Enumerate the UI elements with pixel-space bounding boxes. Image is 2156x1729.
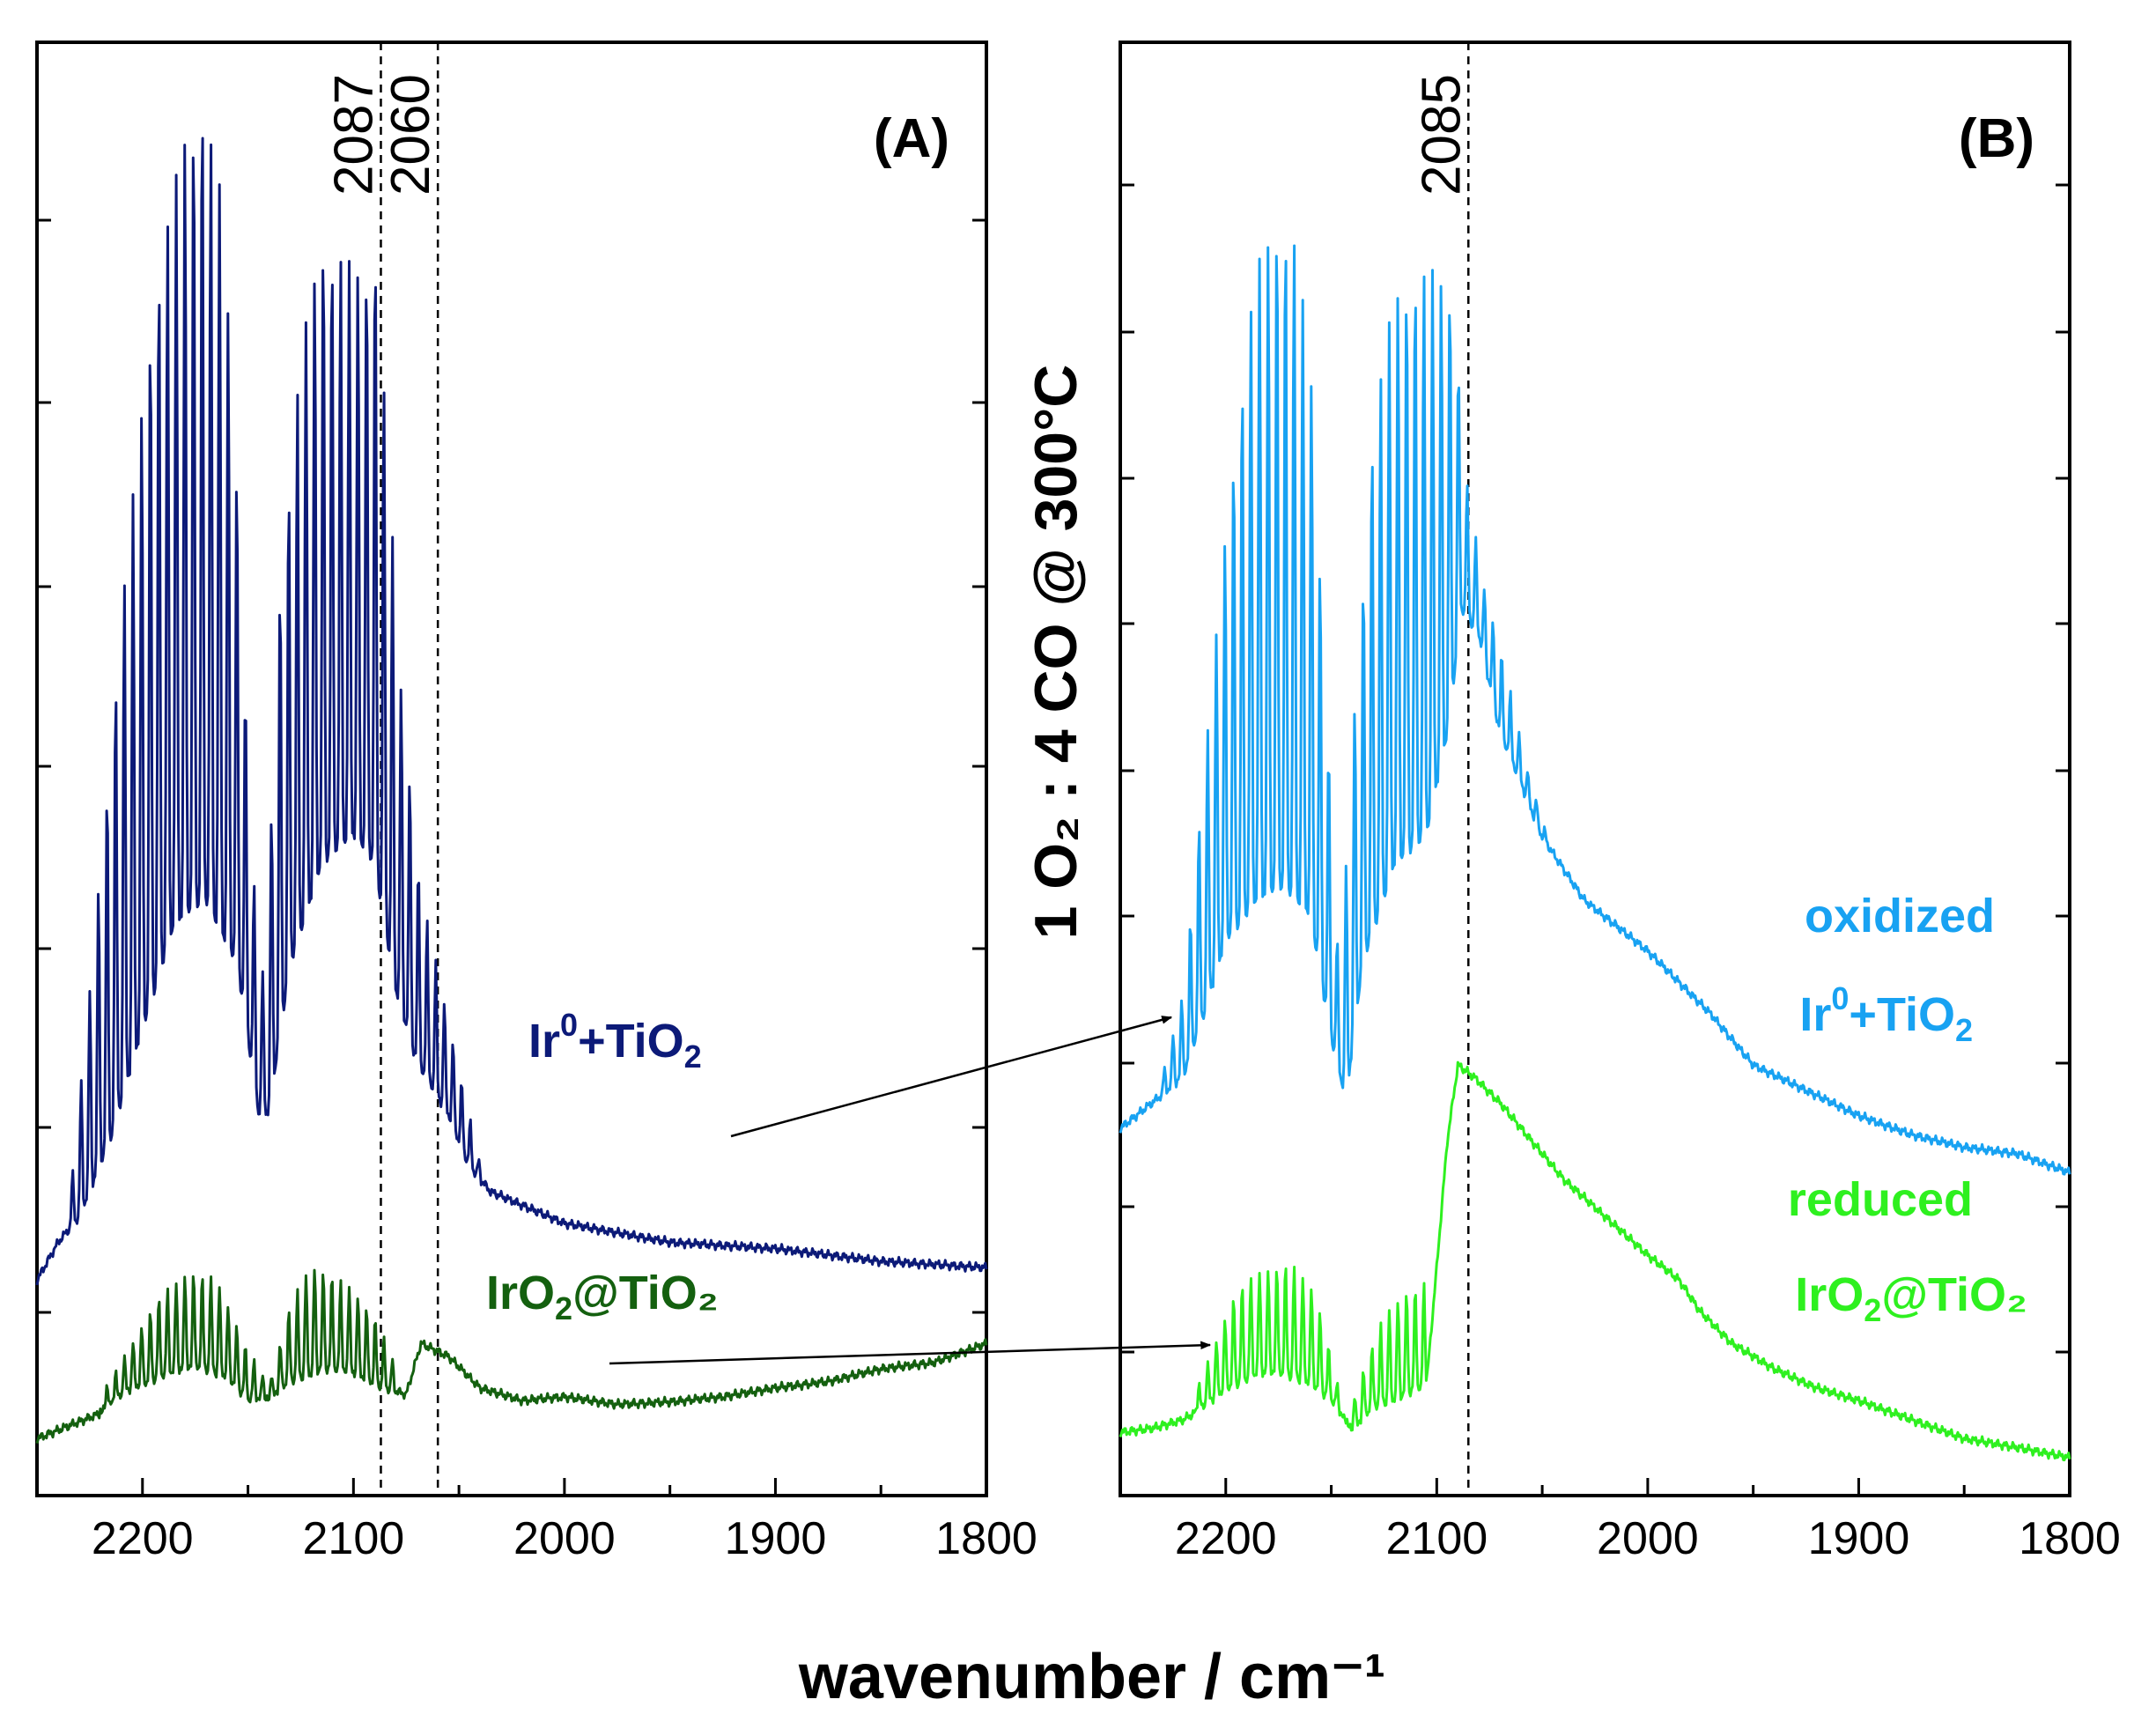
x-tick-label-b-1800: 1800 bbox=[2019, 1513, 2121, 1564]
legend-reduced-line2: IrO2@TiO₂ bbox=[1795, 1268, 2027, 1328]
legend-ir0-main: Ir bbox=[528, 1015, 560, 1068]
legend-ir0-mid: +TiO bbox=[578, 1015, 684, 1068]
x-tick-label-a-1800: 1800 bbox=[935, 1513, 1037, 1564]
legend-ir0-sup: 0 bbox=[560, 1007, 578, 1043]
series-b-0 bbox=[1119, 244, 2071, 1176]
legend-reduced-line1: reduced bbox=[1788, 1173, 1973, 1226]
series-a-0 bbox=[35, 137, 988, 1286]
legend-oxidized-mid: +TiO bbox=[1849, 988, 1955, 1041]
x-tick-label-a-2100: 2100 bbox=[302, 1513, 404, 1564]
marker-label-2060: 2060 bbox=[380, 74, 441, 196]
marker-label-2085: 2085 bbox=[1411, 74, 1472, 196]
arrow-iro2-to-reduced bbox=[609, 1341, 1212, 1365]
legend-iro2-tail: @TiO₂ bbox=[572, 1267, 719, 1319]
panel-b-series bbox=[1119, 244, 2071, 1462]
legend-oxidized-line1: oxidized bbox=[1805, 890, 1995, 942]
panel-a-frame bbox=[35, 41, 988, 1497]
x-tick-label-a-2000: 2000 bbox=[513, 1513, 616, 1564]
legend-oxidized-sup: 0 bbox=[1831, 980, 1849, 1016]
x-tick-label-b-2100: 2100 bbox=[1385, 1513, 1488, 1564]
legend-ir0-sub: 2 bbox=[684, 1038, 702, 1075]
arrow-ir0-to-oxidized bbox=[730, 1016, 1173, 1138]
panel-a-label: (A) bbox=[874, 108, 949, 169]
legend-iro2-tio2: IrO2@TiO₂ bbox=[486, 1267, 719, 1326]
x-tick-label-a-2200: 2200 bbox=[92, 1513, 194, 1564]
x-tick-label-b-1900: 1900 bbox=[1808, 1513, 1910, 1564]
legend-oxidized-main: Ir bbox=[1799, 988, 1831, 1041]
panel-b-label: (B) bbox=[1959, 108, 2034, 169]
legend-reduced-tail: @TiO₂ bbox=[1881, 1268, 2027, 1321]
x-tick-label-a-1900: 1900 bbox=[725, 1513, 827, 1564]
legend-oxidized-line2: Ir0+TiO2 bbox=[1799, 980, 1973, 1048]
marker-label-2087: 2087 bbox=[323, 74, 384, 196]
legend-reduced-sub: 2 bbox=[1864, 1292, 1881, 1328]
panel-b-ticks: 2200 2100 2000 1900 1800 bbox=[1119, 183, 2121, 1564]
panel-b: 2200 2100 2000 1900 1800 2085 (B) bbox=[1119, 41, 2121, 1564]
panel-b-frame bbox=[1119, 41, 2071, 1497]
legend-iro2-sub: 2 bbox=[555, 1290, 572, 1326]
y-axis-title: 1 O₂ : 4 CO @ 300°C bbox=[1023, 365, 1089, 940]
series-a-1 bbox=[35, 1268, 988, 1445]
x-tick-label-b-2200: 2200 bbox=[1175, 1513, 1277, 1564]
panel-b-markers: 2085 bbox=[1411, 42, 1472, 1496]
panel-a-series bbox=[35, 137, 988, 1445]
legend-iro2-main: IrO bbox=[486, 1267, 555, 1319]
legend-oxidized-sub: 2 bbox=[1955, 1012, 1973, 1048]
legend-reduced-main: IrO bbox=[1795, 1268, 1864, 1321]
panel-a-ticks: 2200 2100 2000 1900 1800 bbox=[35, 218, 1037, 1564]
series-b-1 bbox=[1119, 1060, 2071, 1462]
x-tick-label-b-2000: 2000 bbox=[1597, 1513, 1699, 1564]
x-axis-title: wavenumber / cm⁻¹ bbox=[798, 1642, 1385, 1712]
legend-ir0-tio2: Ir0+TiO2 bbox=[528, 1007, 702, 1075]
